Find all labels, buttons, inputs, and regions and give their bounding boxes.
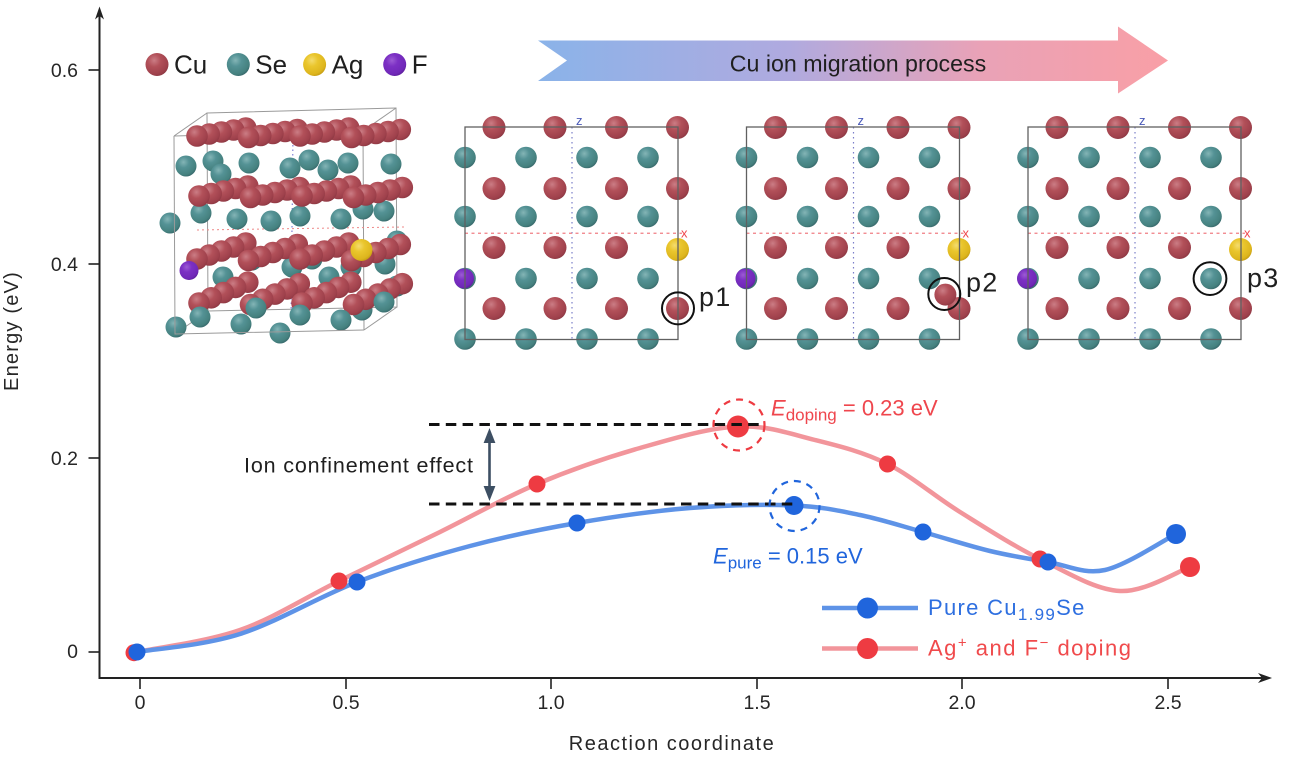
svg-text:z: z xyxy=(858,113,865,128)
svg-text:0.6: 0.6 xyxy=(51,60,78,82)
svg-text:2.0: 2.0 xyxy=(948,692,975,714)
svg-text:Ag+ and F− doping: Ag+ and F− doping xyxy=(928,635,1133,661)
svg-text:0.2: 0.2 xyxy=(51,448,78,470)
svg-text:Energy (eV): Energy (eV) xyxy=(1,271,23,391)
svg-text:0.4: 0.4 xyxy=(51,254,78,276)
svg-text:0: 0 xyxy=(67,641,78,663)
svg-text:z: z xyxy=(576,113,583,128)
svg-text:0.5: 0.5 xyxy=(332,692,359,714)
svg-text:1.0: 1.0 xyxy=(537,692,564,714)
svg-text:x: x xyxy=(963,225,970,240)
svg-text:Cu ion migration process: Cu ion migration process xyxy=(730,51,986,77)
svg-text:z: z xyxy=(1139,113,1146,128)
svg-text:Ion confinement effect: Ion confinement effect xyxy=(244,454,474,478)
svg-text:Reaction coordinate: Reaction coordinate xyxy=(569,733,775,755)
svg-text:p2: p2 xyxy=(966,268,998,298)
svg-text:F: F xyxy=(412,50,428,80)
svg-text:x: x xyxy=(1244,225,1251,240)
svg-text:Epure = 0.15 eV: Epure = 0.15 eV xyxy=(713,544,863,573)
svg-text:Edoping = 0.23 eV: Edoping = 0.23 eV xyxy=(771,396,938,425)
svg-text:2.5: 2.5 xyxy=(1154,692,1181,714)
svg-text:Pure Cu1.99Se: Pure Cu1.99Se xyxy=(928,595,1086,624)
svg-text:p1: p1 xyxy=(699,282,731,312)
svg-text:Se: Se xyxy=(255,50,287,80)
svg-text:Ag: Ag xyxy=(332,50,364,80)
svg-text:1.5: 1.5 xyxy=(743,692,770,714)
svg-text:x: x xyxy=(681,225,688,240)
svg-text:p3: p3 xyxy=(1247,263,1279,293)
svg-text:0: 0 xyxy=(135,692,146,714)
svg-text:Cu: Cu xyxy=(174,50,207,80)
